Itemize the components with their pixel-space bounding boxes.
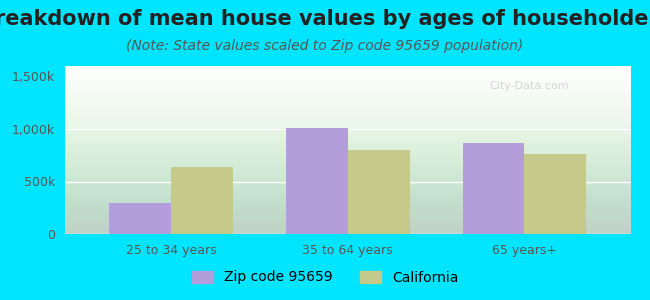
Bar	[286, 128, 348, 234]
Text: City-Data.com: City-Data.com	[489, 81, 569, 91]
Bar	[348, 150, 410, 234]
Text: Breakdown of mean house values by ages of householders: Breakdown of mean house values by ages o…	[0, 9, 650, 29]
Bar	[109, 202, 171, 234]
Legend: Zip code 95659, California: Zip code 95659, California	[186, 265, 464, 290]
Text: (Note: State values scaled to Zip code 95659 population): (Note: State values scaled to Zip code 9…	[126, 39, 524, 53]
Bar	[463, 142, 525, 234]
Bar	[171, 167, 233, 234]
Bar	[525, 154, 586, 234]
